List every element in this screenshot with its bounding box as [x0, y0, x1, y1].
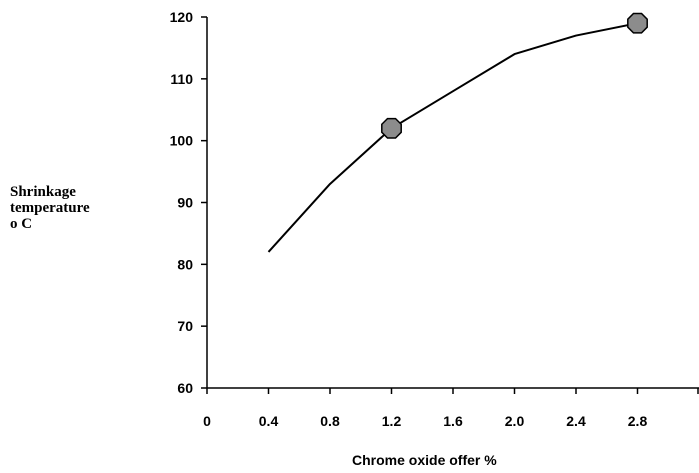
x-tick-label: 0.8 [320, 413, 340, 429]
highlight-marker [627, 12, 648, 34]
x-tick-label: 1.2 [382, 413, 402, 429]
x-tick-label: 0 [203, 413, 211, 429]
y-axis-label-line-3: o C [10, 216, 33, 232]
x-tick-label: 2.0 [505, 413, 525, 429]
marker-layer [381, 12, 648, 139]
y-tick-label: 80 [177, 256, 193, 272]
y-tick-label: 110 [170, 71, 193, 87]
highlight-marker [381, 117, 402, 139]
y-tick-label: 60 [177, 380, 193, 396]
x-tick-label: 1.6 [443, 413, 463, 429]
x-tick-label: 2.8 [628, 413, 648, 429]
y-tick-label: 120 [170, 9, 194, 25]
y-tick-label: 100 [170, 133, 194, 149]
y-tick-label: 90 [177, 195, 193, 211]
y-axis-label-line-2: temperature [10, 200, 90, 216]
axes [206, 17, 699, 389]
series-layer [267, 22, 638, 253]
x-tick-label: 0.4 [259, 413, 279, 429]
x-tick-label: 2.4 [566, 413, 586, 429]
ticks: 60 70 80 90 100 110 120 0 0.4 0.8 1.2 1.6 2.0 2.4 2.8 [170, 9, 699, 429]
y-axis-label: Shrinkage temperature o C [10, 184, 90, 232]
x-axis-label: Chrome oxide offer % [352, 452, 497, 468]
y-axis-label-line-1: Shrinkage [10, 184, 76, 200]
series-line [267, 22, 638, 253]
y-tick-label: 70 [177, 318, 193, 334]
